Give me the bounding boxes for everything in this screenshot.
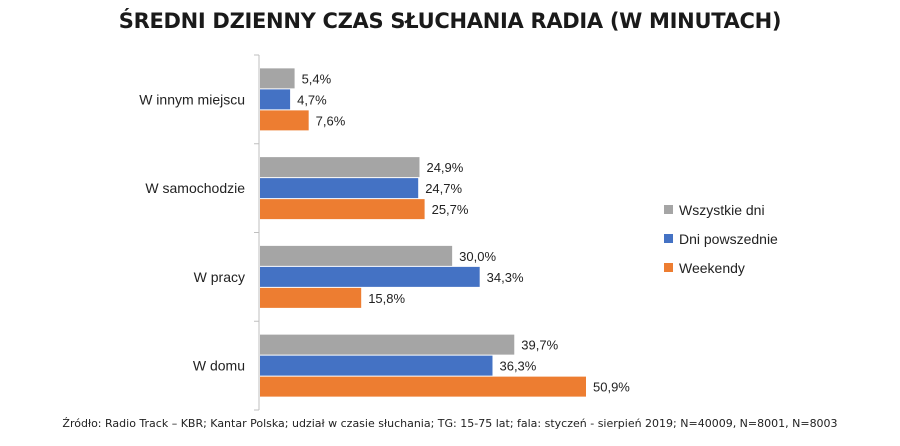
legend-label: Weekendy (679, 259, 745, 276)
bar (260, 266, 480, 287)
data-label: 24,7% (425, 181, 462, 196)
data-label: 4,7% (297, 92, 327, 107)
data-label: 30,0% (459, 249, 496, 264)
legend-item: Dni powszednie (664, 225, 778, 252)
chart-title: ŚREDNI DZIENNY CZAS SŁUCHANIA RADIA (W M… (118, 9, 782, 33)
data-label: 24,9% (426, 160, 463, 175)
bar (260, 178, 419, 199)
bar (260, 89, 291, 110)
bar (260, 287, 362, 308)
bar (260, 199, 425, 220)
chart-legend: Wszystkie dni Dni powszednie Weekendy (664, 196, 778, 283)
bar (260, 245, 453, 266)
legend-swatch (664, 205, 673, 214)
data-label: 15,8% (368, 291, 405, 306)
bar (260, 110, 309, 131)
legend-label: Dni powszednie (679, 230, 778, 247)
data-label: 36,3% (499, 359, 536, 374)
legend-label: Wszystkie dni (679, 201, 765, 218)
bar (260, 376, 586, 397)
legend-item: Weekendy (664, 254, 778, 281)
category-label: W innym miejscu (139, 91, 245, 107)
category-label: W domu (193, 358, 245, 374)
legend-swatch (664, 234, 673, 243)
data-label: 39,7% (521, 338, 558, 353)
bar (260, 157, 420, 178)
bar (260, 355, 493, 376)
data-label: 34,3% (487, 270, 524, 285)
category-label: W pracy (194, 269, 245, 285)
bar (260, 334, 515, 355)
data-label: 50,9% (593, 380, 630, 395)
legend-item: Wszystkie dni (664, 196, 778, 223)
data-label: 5,4% (302, 71, 332, 86)
category-label: W samochodzie (145, 180, 245, 196)
data-label: 25,7% (432, 202, 469, 217)
source-note: Źródło: Radio Track – KBR; Kantar Polska… (62, 417, 838, 430)
legend-swatch (664, 263, 673, 272)
data-label: 7,6% (316, 113, 346, 128)
bar (260, 68, 295, 89)
